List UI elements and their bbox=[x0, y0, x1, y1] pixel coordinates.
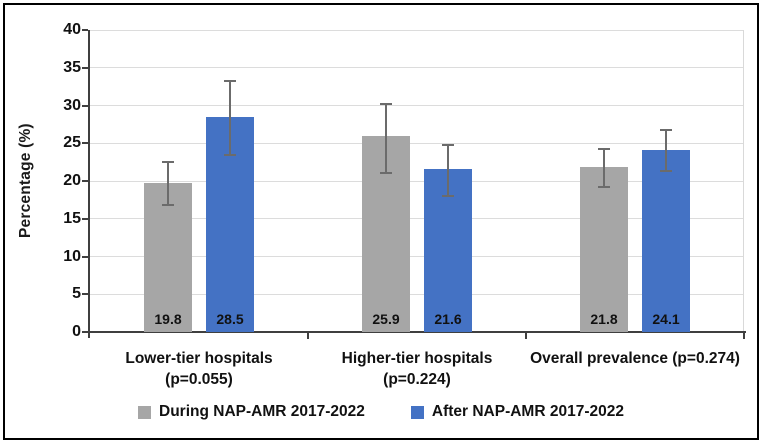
y-axis-tick bbox=[82, 293, 88, 296]
y-axis-tick-label: 15 bbox=[63, 209, 81, 227]
y-axis-line bbox=[88, 30, 90, 338]
y-axis-tick-label: 10 bbox=[63, 247, 81, 265]
bar-value-label: 28.5 bbox=[216, 311, 244, 327]
error-bar-cap-top bbox=[162, 161, 174, 164]
y-axis-tick bbox=[82, 255, 88, 258]
legend-item: After NAP-AMR 2017-2022 bbox=[410, 403, 624, 421]
bar-value-label: 19.8 bbox=[154, 311, 182, 327]
legend-swatch-icon bbox=[138, 405, 152, 419]
x-axis-category-labels: Lower-tier hospitals (p=0.055) Higher-tier… bbox=[90, 348, 744, 390]
bar: 21.8 bbox=[580, 167, 628, 332]
error-bar-cap-bottom bbox=[162, 204, 174, 207]
bar-value-label: 21.6 bbox=[434, 311, 462, 327]
bar-value-label: 25.9 bbox=[372, 311, 400, 327]
gridline bbox=[90, 105, 744, 106]
x-axis-tick bbox=[525, 333, 527, 339]
category-label: Higher-tier hospitals (p=0.224) bbox=[341, 350, 493, 388]
error-bar-line bbox=[167, 162, 169, 206]
gridline bbox=[90, 256, 744, 257]
gridline bbox=[90, 180, 744, 182]
y-axis-tick-label: 20 bbox=[63, 172, 81, 189]
gridline bbox=[90, 29, 744, 31]
y-axis-tick-label: 35 bbox=[63, 58, 81, 76]
y-axis-tick bbox=[82, 29, 88, 31]
y-axis-tick bbox=[82, 180, 88, 182]
gridline bbox=[90, 218, 744, 220]
legend: During NAP-AMR 2017-2022 After NAP-AMR 20… bbox=[5, 403, 757, 421]
plot-area: 19.8 25.9 21.8 28.5 21.6 24.1 bbox=[82, 29, 746, 339]
y-axis-tick bbox=[82, 331, 88, 333]
y-axis-tick-label: 0 bbox=[72, 323, 81, 340]
error-bar-line bbox=[229, 80, 231, 155]
error-bar-cap-bottom bbox=[442, 195, 454, 198]
figure-frame: Percentage (%) 19.8 25.9 21.8 28.5 21.6 24.1 … bbox=[3, 3, 759, 440]
error-bar-line bbox=[447, 144, 449, 197]
y-axis-tick bbox=[82, 142, 88, 145]
error-bar-cap-top bbox=[660, 128, 672, 131]
error-bar-line bbox=[603, 149, 605, 188]
x-axis-tick bbox=[743, 333, 745, 339]
x-axis-tick bbox=[307, 333, 309, 339]
y-axis-tick bbox=[82, 104, 88, 107]
bar: 19.8 bbox=[144, 182, 192, 332]
y-axis-tick-label: 30 bbox=[63, 96, 81, 114]
gridline bbox=[90, 293, 744, 295]
error-bar-cap-top bbox=[442, 143, 454, 146]
y-axis-tick-label: 5 bbox=[72, 285, 81, 303]
error-bar-line bbox=[665, 129, 667, 172]
error-bar-cap-bottom bbox=[380, 171, 392, 174]
x-axis-line bbox=[88, 331, 746, 333]
error-bar-cap-top bbox=[380, 102, 392, 105]
legend-label: After NAP-AMR 2017-2022 bbox=[431, 403, 624, 420]
y-axis-tick bbox=[82, 66, 88, 69]
legend-item: During NAP-AMR 2017-2022 bbox=[138, 403, 365, 421]
bar: 24.1 bbox=[642, 150, 690, 332]
error-bar-cap-top bbox=[598, 148, 610, 151]
y-axis-tick bbox=[82, 217, 88, 220]
bar: 25.9 bbox=[362, 136, 410, 332]
plot-right-border bbox=[743, 30, 744, 332]
y-axis-tick-label: 25 bbox=[63, 134, 81, 152]
bar-chart: Percentage (%) 19.8 25.9 21.8 28.5 21.6 24.1 … bbox=[5, 5, 757, 438]
error-bar-cap-top bbox=[224, 79, 236, 82]
error-bar-cap-bottom bbox=[598, 186, 610, 189]
bar-value-label: 21.8 bbox=[590, 311, 618, 327]
category-label: Lower-tier hospitals (p=0.055) bbox=[125, 350, 273, 388]
error-bar-cap-bottom bbox=[224, 153, 236, 156]
category-label: Overall prevalence (p=0.274) bbox=[530, 350, 740, 367]
y-axis-tick-label: 40 bbox=[63, 21, 81, 38]
bar-value-label: 24.1 bbox=[652, 311, 680, 327]
error-bar-line bbox=[385, 103, 387, 173]
y-axis-title: Percentage (%) bbox=[17, 123, 34, 239]
gridline bbox=[90, 67, 744, 69]
legend-label: During NAP-AMR 2017-2022 bbox=[159, 403, 365, 420]
legend-swatch-icon bbox=[410, 405, 424, 419]
gridline bbox=[90, 142, 744, 144]
error-bar-cap-bottom bbox=[660, 170, 672, 173]
